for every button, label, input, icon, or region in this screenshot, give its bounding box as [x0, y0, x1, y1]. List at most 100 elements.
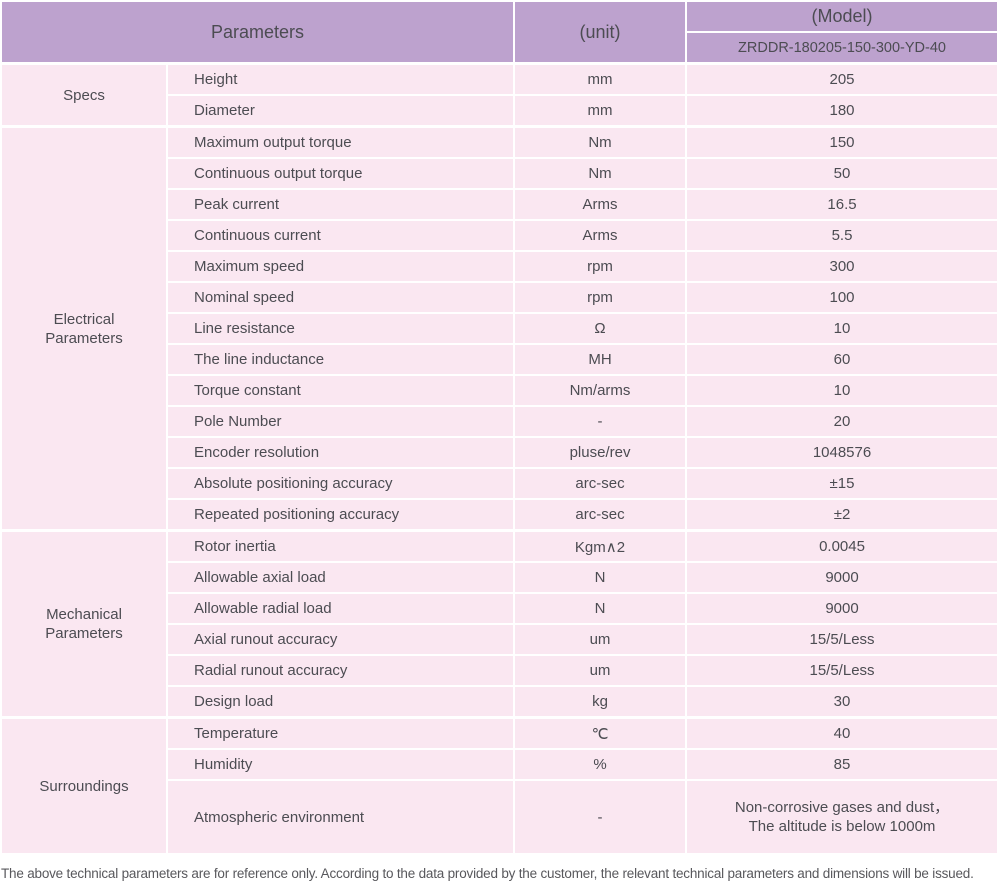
- table-row: Allowable radial load N 9000: [1, 592, 1000, 625]
- value-cell: 205: [685, 62, 1000, 96]
- param-cell: Repeated positioning accuracy: [165, 498, 516, 532]
- parameters-column-header: Parameters: [0, 0, 516, 65]
- table-row: Line resistance Ω 10: [1, 312, 1000, 345]
- table-row: Continuous output torque Nm 50: [1, 157, 1000, 190]
- value-cell: 9000: [685, 561, 1000, 594]
- value-cell: Non-corrosive gases and dust， The altitu…: [685, 779, 1000, 855]
- value-cell: 20: [685, 405, 1000, 438]
- param-cell: Nominal speed: [165, 281, 516, 314]
- unit-cell: um: [513, 654, 688, 687]
- param-cell: Design load: [165, 685, 516, 719]
- param-cell: Absolute positioning accuracy: [165, 467, 516, 500]
- param-cell: Peak current: [165, 188, 516, 221]
- param-cell: Continuous current: [165, 219, 516, 252]
- table-row: Continuous current Arms 5.5: [1, 219, 1000, 252]
- value-cell: ±15: [685, 467, 1000, 500]
- param-cell: Diameter: [165, 94, 516, 128]
- param-cell: Axial runout accuracy: [165, 623, 516, 656]
- header-row-2: ZRDDR-180205-150-300-YD-40: [1, 31, 1000, 65]
- unit-cell: %: [513, 748, 688, 781]
- param-cell: Line resistance: [165, 312, 516, 345]
- footer-note: The above technical parameters are for r…: [1, 866, 974, 881]
- value-cell: 10: [685, 312, 1000, 345]
- value-cell: 85: [685, 748, 1000, 781]
- table-row: Radial runout accuracy um 15/5/Less: [1, 654, 1000, 687]
- param-cell: Maximum output torque: [165, 125, 516, 159]
- value-cell: 15/5/Less: [685, 654, 1000, 687]
- unit-cell: mm: [513, 62, 688, 96]
- unit-cell: Arms: [513, 219, 688, 252]
- unit-cell: um: [513, 623, 688, 656]
- spec-table: Parameters (unit) (Model) ZRDDR-180205-1…: [0, 0, 1000, 855]
- table-row: Specs Height mm 205: [0, 62, 1000, 128]
- table-row: Mechanical Parameters Rotor inertia Kgm∧…: [0, 529, 1000, 719]
- table-row: The line inductance MH 60: [1, 343, 1000, 376]
- param-cell: Temperature: [165, 716, 516, 750]
- section-label-mechanical-parameters: Mechanical Parameters: [0, 529, 168, 719]
- model-column-header: (Model): [685, 0, 1000, 33]
- param-cell: Height: [165, 62, 516, 96]
- unit-cell: rpm: [513, 281, 688, 314]
- unit-cell: arc-sec: [513, 467, 688, 500]
- unit-cell: Nm: [513, 157, 688, 190]
- value-cell: 180: [685, 94, 1000, 128]
- param-cell: Atmospheric environment: [165, 779, 516, 855]
- model-number: ZRDDR-180205-150-300-YD-40: [685, 31, 1000, 65]
- value-cell: 5.5: [685, 219, 1000, 252]
- table-row: Axial runout accuracy um 15/5/Less: [1, 623, 1000, 656]
- unit-cell: ℃: [513, 716, 688, 750]
- unit-cell: N: [513, 561, 688, 594]
- table-row: Encoder resolution pluse/rev 1048576: [1, 436, 1000, 469]
- value-cell: 16.5: [685, 188, 1000, 221]
- table-row: Surroundings Temperature ℃ 40: [0, 716, 1000, 855]
- value-cell: 1048576: [685, 436, 1000, 469]
- value-cell: 50: [685, 157, 1000, 190]
- param-cell: Rotor inertia: [165, 529, 516, 563]
- table-row: Torque constant Nm/arms 10: [1, 374, 1000, 407]
- unit-cell: N: [513, 592, 688, 625]
- section-label-surroundings: Surroundings: [0, 716, 168, 855]
- value-cell: 10: [685, 374, 1000, 407]
- table-row: Pole Number - 20: [1, 405, 1000, 438]
- table-row: Humidity % 85: [1, 748, 1000, 781]
- unit-cell: -: [513, 779, 688, 855]
- unit-cell: Arms: [513, 188, 688, 221]
- value-cell: 150: [685, 125, 1000, 159]
- table-body: Specs Height mm 205 Diameter mm 180 Elec…: [0, 62, 1000, 855]
- value-cell: 100: [685, 281, 1000, 314]
- unit-cell: pluse/rev: [513, 436, 688, 469]
- table-row: Atmospheric environment - Non-corrosive …: [1, 779, 1000, 855]
- param-cell: Encoder resolution: [165, 436, 516, 469]
- table-header: Parameters (unit) (Model) ZRDDR-180205-1…: [0, 0, 1000, 65]
- param-cell: Pole Number: [165, 405, 516, 438]
- unit-cell: -: [513, 405, 688, 438]
- param-cell: Radial runout accuracy: [165, 654, 516, 687]
- table-row: Allowable axial load N 9000: [1, 561, 1000, 594]
- param-cell: The line inductance: [165, 343, 516, 376]
- unit-cell: Nm: [513, 125, 688, 159]
- unit-cell: Ω: [513, 312, 688, 345]
- unit-cell: Kgm∧2: [513, 529, 688, 563]
- unit-cell: rpm: [513, 250, 688, 283]
- param-cell: Allowable axial load: [165, 561, 516, 594]
- param-cell: Humidity: [165, 748, 516, 781]
- unit-column-header: (unit): [513, 0, 688, 65]
- unit-cell: MH: [513, 343, 688, 376]
- table-row: Electrical Parameters Maximum output tor…: [0, 125, 1000, 532]
- param-cell: Continuous output torque: [165, 157, 516, 190]
- table-row: Design load kg 30: [1, 685, 1000, 719]
- table-row: Absolute positioning accuracy arc-sec ±1…: [1, 467, 1000, 500]
- param-cell: Torque constant: [165, 374, 516, 407]
- unit-cell: mm: [513, 94, 688, 128]
- value-cell: 9000: [685, 592, 1000, 625]
- value-cell: ±2: [685, 498, 1000, 532]
- value-cell: 15/5/Less: [685, 623, 1000, 656]
- param-cell: Maximum speed: [165, 250, 516, 283]
- section-label-specs: Specs: [0, 62, 168, 128]
- value-cell: 30: [685, 685, 1000, 719]
- unit-cell: Nm/arms: [513, 374, 688, 407]
- unit-cell: arc-sec: [513, 498, 688, 532]
- table-row: Diameter mm 180: [1, 94, 1000, 128]
- value-cell: 300: [685, 250, 1000, 283]
- value-cell: 0.0045: [685, 529, 1000, 563]
